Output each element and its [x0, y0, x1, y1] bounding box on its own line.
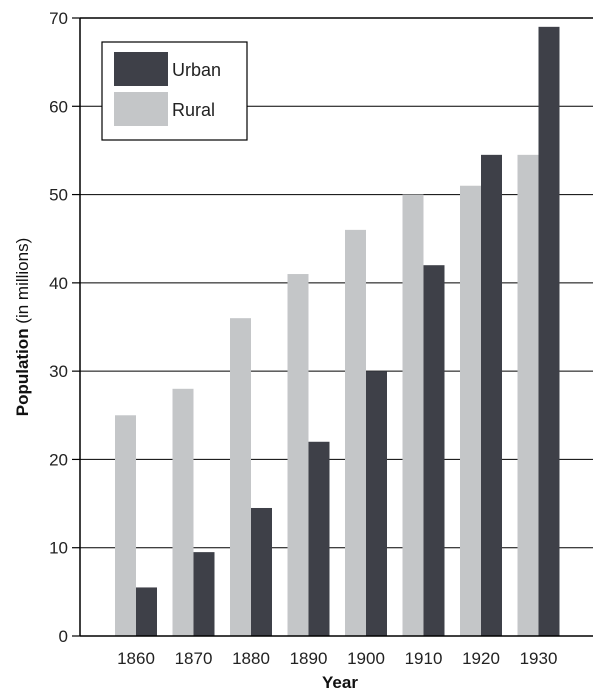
bar-urban-1910	[423, 265, 445, 636]
x-tick-label: 1920	[462, 649, 500, 668]
bar-urban-1920	[481, 154, 502, 637]
legend-label-rural: Rural	[172, 100, 215, 120]
bar-rural-1870	[172, 388, 194, 636]
x-tick-labels: 1860 1870 1880 1890 1900 1910 1920 1930	[117, 649, 557, 668]
bar-rural-1900	[345, 229, 366, 636]
y-tick-label: 50	[49, 186, 68, 205]
gridlines	[80, 105, 593, 549]
legend-swatch-urban	[114, 52, 168, 86]
legend-label-urban: Urban	[172, 60, 221, 80]
bar-rural-1930	[517, 154, 539, 637]
y-tick-label: 0	[59, 627, 68, 646]
bar-urban-1900	[366, 371, 387, 636]
bar-urban-1890	[308, 441, 330, 636]
x-tick-label: 1890	[290, 649, 328, 668]
x-tick-label: 1880	[232, 649, 270, 668]
bars	[115, 26, 560, 637]
y-tick-labels: 0 10 20 30 40 50 60 70	[49, 9, 80, 646]
x-tick-label: 1900	[347, 649, 385, 668]
bar-rural-1880	[230, 318, 251, 636]
y-tick-label: 30	[49, 362, 68, 381]
y-axis-title-unit: (in millions)	[13, 238, 32, 329]
x-tick-label: 1930	[520, 649, 558, 668]
y-tick-label: 10	[49, 539, 68, 558]
bar-rural-1860	[115, 415, 136, 636]
y-tick-label: 70	[49, 9, 68, 28]
x-axis-title: Year	[322, 673, 358, 692]
legend-swatch-rural	[114, 92, 168, 126]
bar-urban-1870	[193, 552, 215, 636]
y-tick-label: 20	[49, 450, 68, 469]
y-tick-label: 40	[49, 274, 68, 293]
x-tick-label: 1870	[175, 649, 213, 668]
bar-urban-1880	[251, 507, 272, 636]
bar-urban-1860	[136, 587, 157, 636]
bar-rural-1890	[287, 274, 309, 636]
y-axis-title-main: Population	[13, 328, 32, 416]
bar-rural-1910	[402, 194, 424, 637]
x-tick-label: 1860	[117, 649, 155, 668]
y-tick-label: 60	[49, 97, 68, 116]
x-tick-label: 1910	[405, 649, 443, 668]
legend: Urban Rural	[101, 41, 248, 141]
bar-urban-1930	[538, 26, 560, 637]
bar-rural-1920	[460, 185, 481, 636]
y-axis-title: Population (in millions)	[13, 238, 32, 417]
